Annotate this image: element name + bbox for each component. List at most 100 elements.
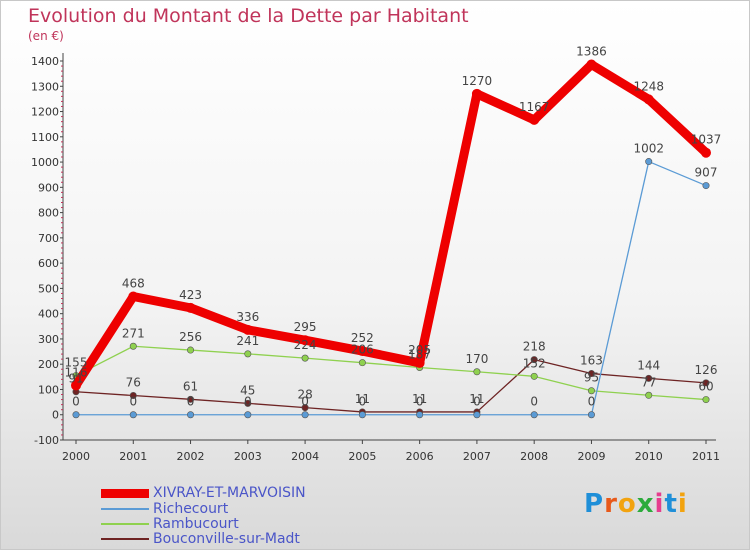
series-0-point-1 bbox=[128, 291, 139, 302]
series-2-label-2: 256 bbox=[179, 330, 202, 344]
legend-item-1: Richecourt bbox=[101, 501, 228, 517]
series-0-point-3 bbox=[242, 324, 253, 335]
y-tick-label-3: 200 bbox=[38, 358, 59, 371]
series-3-point-2 bbox=[187, 395, 195, 403]
legend-item-3: Bouconville-sur-Madt bbox=[101, 531, 300, 547]
series-1-point-8 bbox=[530, 411, 538, 419]
x-tick-label-2: 2002 bbox=[177, 450, 205, 463]
legend-label-0: XIVRAY-ET-MARVOISIN bbox=[153, 485, 306, 501]
series-2-label-0: 155 bbox=[65, 356, 88, 370]
series-0-label-5: 252 bbox=[351, 331, 374, 345]
series-3-label-4: 28 bbox=[297, 388, 312, 402]
x-tick-label-0: 2000 bbox=[62, 450, 90, 463]
x-tick-label-4: 2004 bbox=[291, 450, 319, 463]
y-tick-label-10: 900 bbox=[38, 181, 59, 194]
series-0-label-4: 295 bbox=[294, 320, 317, 334]
series-0-point-9 bbox=[586, 59, 597, 70]
series-3-label-7: 11 bbox=[469, 392, 484, 406]
series-1-label-1: 0 bbox=[129, 395, 137, 409]
chart-title: Evolution du Montant de la Dette par Hab… bbox=[28, 5, 469, 27]
x-tick-label-6: 2006 bbox=[406, 450, 434, 463]
series-1-point-0 bbox=[72, 411, 80, 419]
series-2-point-10 bbox=[645, 391, 653, 399]
series-3-point-1 bbox=[129, 392, 137, 400]
series-0-point-10 bbox=[643, 94, 654, 105]
series-1-point-11 bbox=[702, 182, 710, 190]
series-1-label-2: 0 bbox=[187, 395, 195, 409]
x-tick-label-3: 2003 bbox=[234, 450, 262, 463]
x-tick-label-11: 2011 bbox=[692, 450, 720, 463]
series-2-label-5: 206 bbox=[351, 343, 374, 357]
series-1-point-4 bbox=[301, 411, 309, 419]
y-tick-label-1: 0 bbox=[52, 409, 59, 422]
series-0-point-5 bbox=[357, 346, 368, 357]
series-3-label-2: 61 bbox=[183, 379, 198, 393]
series-2-point-3 bbox=[244, 350, 252, 358]
series-2-label-4: 224 bbox=[294, 338, 317, 352]
y-tick-label-5: 400 bbox=[38, 308, 59, 321]
series-0-point-0 bbox=[71, 380, 81, 391]
series-2-point-9 bbox=[587, 387, 595, 395]
y-tick-label-14: 1300 bbox=[31, 80, 59, 93]
series-0-label-3: 336 bbox=[236, 310, 259, 324]
series-2-label-8: 152 bbox=[523, 356, 546, 370]
series-3-point-8 bbox=[530, 356, 538, 364]
series-0-label-1: 468 bbox=[122, 276, 145, 290]
y-tick-label-15: 1400 bbox=[31, 55, 59, 68]
series-line-2 bbox=[75, 345, 707, 401]
series-0-label-7: 1270 bbox=[462, 74, 493, 88]
series-1-point-7 bbox=[473, 411, 481, 419]
legend-swatch-0 bbox=[101, 488, 149, 498]
series-1-point-1 bbox=[129, 411, 137, 419]
series-3-point-10 bbox=[645, 374, 653, 382]
chart-unit: (en €) bbox=[28, 29, 64, 43]
series-3-label-11: 126 bbox=[695, 363, 718, 377]
legend-item-2: Rambucourt bbox=[101, 516, 239, 532]
series-3-point-3 bbox=[244, 399, 252, 407]
series-2-label-10: 77 bbox=[641, 375, 656, 389]
series-2-label-3: 241 bbox=[236, 334, 259, 348]
series-3-label-10: 144 bbox=[637, 358, 660, 372]
series-0-point-2 bbox=[185, 302, 196, 313]
series-3-label-5: 11 bbox=[355, 392, 370, 406]
series-3-label-0: 91 bbox=[68, 372, 83, 386]
series-1-point-5 bbox=[358, 411, 366, 419]
series-0-label-0: 116 bbox=[65, 365, 88, 379]
series-3-label-8: 218 bbox=[523, 340, 546, 354]
series-0-point-6 bbox=[414, 357, 425, 368]
series-2-point-1 bbox=[129, 342, 137, 350]
series-2-point-8 bbox=[530, 372, 538, 380]
series-1-label-9: 0 bbox=[588, 395, 596, 409]
x-tick-label-7: 2007 bbox=[463, 450, 491, 463]
x-tick-label-9: 2009 bbox=[577, 450, 605, 463]
series-2-point-4 bbox=[301, 354, 309, 362]
series-2-point-5 bbox=[358, 359, 366, 367]
series-1-label-5: 0 bbox=[359, 395, 367, 409]
series-0-label-6: 205 bbox=[408, 343, 431, 357]
y-tick-label-7: 600 bbox=[38, 257, 59, 270]
series-2-label-9: 95 bbox=[584, 371, 599, 385]
series-1-label-11: 907 bbox=[695, 166, 718, 180]
series-1-label-3: 0 bbox=[244, 395, 252, 409]
series-2-point-11 bbox=[702, 396, 710, 404]
series-3-point-9 bbox=[587, 370, 595, 378]
legend-item-0: XIVRAY-ET-MARVOISIN bbox=[101, 485, 306, 501]
series-2-point-7 bbox=[473, 368, 481, 376]
legend-swatch-2 bbox=[101, 523, 149, 525]
y-tick-label-12: 1100 bbox=[31, 131, 59, 144]
y-tick-label-6: 500 bbox=[38, 282, 59, 295]
series-1-label-4: 0 bbox=[301, 395, 309, 409]
series-line-3 bbox=[75, 359, 707, 413]
series-line-1 bbox=[75, 160, 707, 416]
series-3-label-1: 76 bbox=[126, 376, 141, 390]
series-0-label-10: 1248 bbox=[633, 79, 664, 93]
y-tick-label-0: -100 bbox=[34, 434, 59, 447]
series-0-label-2: 423 bbox=[179, 288, 202, 302]
legend-label-1: Richecourt bbox=[153, 501, 229, 517]
x-tick-label-1: 2001 bbox=[119, 450, 147, 463]
series-1-point-2 bbox=[187, 411, 195, 419]
series-2-label-6: 187 bbox=[408, 347, 431, 361]
legend-swatch-3 bbox=[101, 538, 149, 540]
